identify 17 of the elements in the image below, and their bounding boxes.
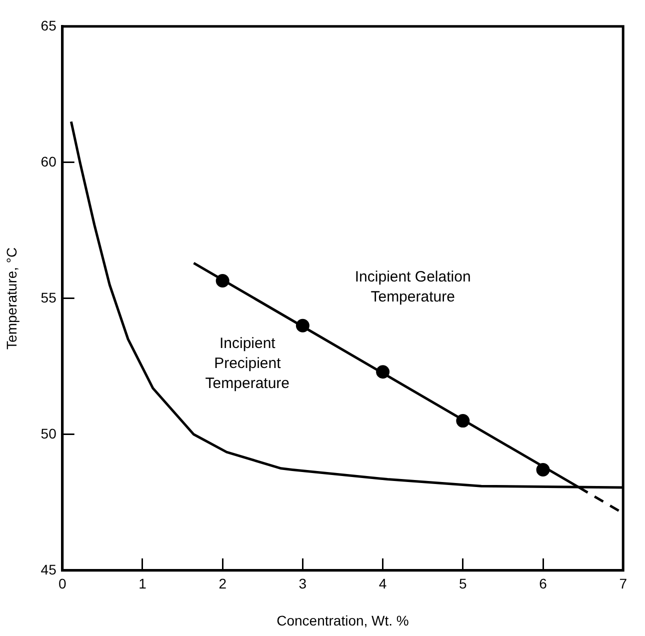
annotation: Incipient Precipient Temperature bbox=[205, 334, 290, 392]
x-axis-title: Concentration, Wt. % bbox=[276, 612, 409, 628]
x-tick-label: 0 bbox=[58, 576, 66, 592]
x-tick-label: 7 bbox=[619, 576, 628, 592]
y-axis-title: Temperature, °C bbox=[3, 247, 20, 350]
x-tick-label: 3 bbox=[298, 576, 307, 592]
annotation: Incipient Gelation Temperature bbox=[354, 268, 471, 306]
x-tick-label: 2 bbox=[218, 576, 227, 592]
x-tick-label: 1 bbox=[138, 576, 147, 592]
y-tick-label: 55 bbox=[40, 289, 57, 306]
y-tick-label: 60 bbox=[40, 153, 57, 170]
x-tick-label: 5 bbox=[459, 576, 467, 592]
y-tick-label: 65 bbox=[40, 17, 57, 34]
x-tick-label: 6 bbox=[539, 576, 548, 592]
y-tick-label: 50 bbox=[40, 425, 57, 442]
y-tick-label: 45 bbox=[40, 561, 57, 578]
x-tick-label: 4 bbox=[378, 576, 387, 592]
